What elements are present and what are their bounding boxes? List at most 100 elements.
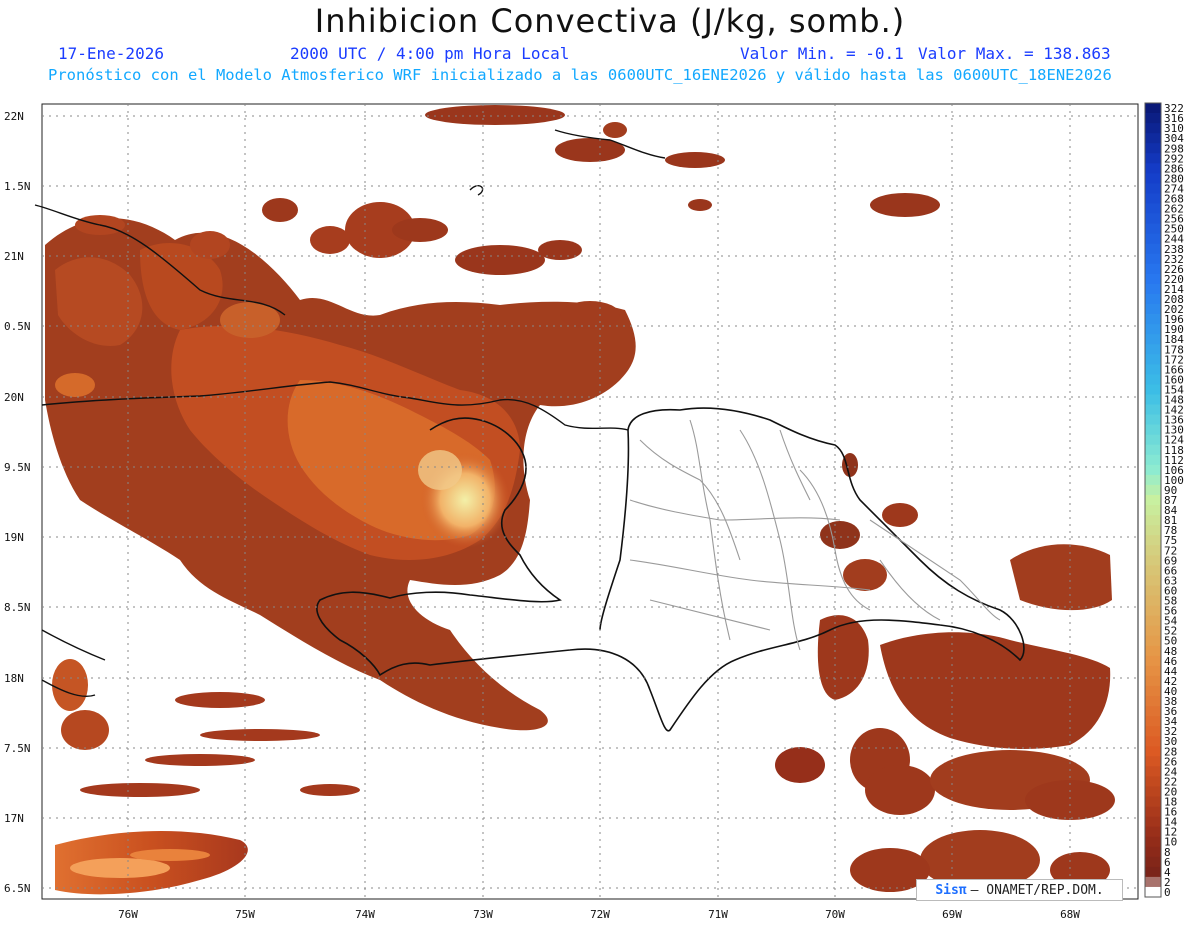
- legend-label: 32: [1164, 725, 1177, 738]
- legend-label: 40: [1164, 685, 1177, 698]
- legend-label: 322: [1164, 102, 1184, 115]
- legend-swatch: [1145, 213, 1161, 225]
- legend-label: 208: [1164, 293, 1184, 306]
- color-legend: 3223163103042982922862802742682622562502…: [1144, 102, 1184, 899]
- legend-label: 60: [1164, 584, 1177, 597]
- legend-label: 274: [1164, 182, 1184, 195]
- legend-swatch: [1145, 454, 1161, 466]
- legend-label: 48: [1164, 645, 1177, 658]
- legend-swatch: [1145, 726, 1161, 737]
- legend-swatch: [1145, 404, 1161, 415]
- legend-label: 256: [1164, 213, 1184, 226]
- lon-label: 73W: [473, 908, 493, 921]
- legend-label: 87: [1164, 494, 1177, 507]
- legend-swatch: [1145, 324, 1161, 335]
- legend-label: 18: [1164, 796, 1177, 809]
- legend-label: 238: [1164, 243, 1184, 256]
- legend-label: 81: [1164, 514, 1177, 527]
- legend-label: 42: [1164, 675, 1177, 688]
- lat-label: 8.5N: [4, 601, 31, 614]
- legend-label: 44: [1164, 665, 1178, 678]
- legend-swatch: [1145, 776, 1161, 787]
- legend-swatch: [1145, 525, 1161, 536]
- legend-label: 286: [1164, 162, 1184, 175]
- lat-label: 9.5N: [4, 461, 31, 474]
- credit-box: Sisπ – ONAMET/REP.DOM.: [916, 879, 1123, 901]
- legend-swatch: [1145, 253, 1161, 265]
- lat-label: 21N: [4, 250, 24, 263]
- legend-swatch: [1145, 434, 1161, 446]
- legend-label: 84: [1164, 504, 1178, 517]
- legend-swatch: [1145, 665, 1161, 677]
- legend-label: 22: [1164, 775, 1177, 788]
- forecast-time: 2000 UTC / 4:00 pm Hora Local: [290, 44, 570, 63]
- legend-swatch: [1145, 585, 1161, 596]
- legend-label: 130: [1164, 424, 1184, 437]
- legend-label: 6: [1164, 856, 1171, 869]
- legend-label: 190: [1164, 323, 1184, 336]
- legend-swatch: [1145, 836, 1161, 848]
- cin-shading: [45, 105, 1115, 895]
- legend-label: 304: [1164, 132, 1184, 145]
- legend-swatch: [1145, 283, 1161, 295]
- legend-label: 316: [1164, 112, 1184, 125]
- legend-label: 148: [1164, 394, 1184, 407]
- legend-label: 100: [1164, 474, 1184, 487]
- lat-label: 0.5N: [4, 320, 31, 333]
- legend-label: 220: [1164, 273, 1184, 286]
- legend-swatch: [1145, 133, 1161, 144]
- legend-label: 244: [1164, 233, 1184, 246]
- legend-swatch: [1145, 695, 1161, 707]
- legend-label: 90: [1164, 484, 1177, 497]
- legend-swatch: [1145, 123, 1161, 134]
- credit-text: – ONAMET/REP.DOM.: [970, 882, 1104, 898]
- legend-swatch: [1145, 615, 1161, 627]
- legend-swatch: [1145, 575, 1161, 586]
- legend-label: 14: [1164, 816, 1178, 829]
- legend-label: 46: [1164, 655, 1177, 668]
- legend-swatch: [1145, 444, 1161, 456]
- legend-label: 232: [1164, 253, 1184, 266]
- legend-swatch: [1145, 384, 1161, 395]
- legend-swatch: [1145, 273, 1161, 285]
- legend-swatch: [1145, 464, 1161, 476]
- legend-swatch: [1145, 233, 1161, 245]
- legend-swatch: [1145, 786, 1161, 797]
- map-title: Inhibicion Convectiva (J/kg, somb.): [314, 2, 906, 40]
- legend-swatch: [1145, 293, 1161, 305]
- legend-label: 34: [1164, 715, 1178, 728]
- legend-swatch: [1145, 314, 1161, 325]
- legend-label: 124: [1164, 434, 1184, 447]
- legend-swatch: [1145, 505, 1161, 516]
- lon-label: 75W: [235, 908, 255, 921]
- legend-label: 310: [1164, 122, 1184, 135]
- legend-swatch: [1145, 605, 1161, 616]
- lon-label: 74W: [355, 908, 375, 921]
- legend-label: 0: [1164, 886, 1171, 899]
- lon-label: 71W: [708, 908, 728, 921]
- legend-swatch: [1145, 354, 1161, 365]
- legend-label: 262: [1164, 203, 1184, 216]
- legend-swatch: [1145, 173, 1161, 184]
- province-boundaries: [629, 419, 1001, 651]
- legend-label: 154: [1164, 383, 1184, 396]
- legend-swatch: [1145, 716, 1161, 727]
- legend-label: 50: [1164, 635, 1177, 648]
- legend-swatch: [1145, 494, 1161, 506]
- legend-swatch: [1145, 565, 1161, 576]
- legend-swatch: [1145, 424, 1161, 436]
- legend-swatch: [1145, 816, 1161, 828]
- lat-label: 7.5N: [4, 742, 31, 755]
- lon-label: 70W: [825, 908, 845, 921]
- legend-swatch: [1145, 223, 1161, 235]
- legend-swatch: [1145, 334, 1161, 345]
- legend-swatch: [1145, 685, 1161, 697]
- legend-swatch: [1145, 595, 1161, 606]
- legend-swatch: [1145, 474, 1161, 486]
- legend-swatch: [1145, 203, 1161, 214]
- legend-label: 28: [1164, 745, 1177, 758]
- lon-label: 72W: [590, 908, 610, 921]
- legend-swatch: [1145, 545, 1161, 556]
- lat-label: 17N: [4, 812, 24, 825]
